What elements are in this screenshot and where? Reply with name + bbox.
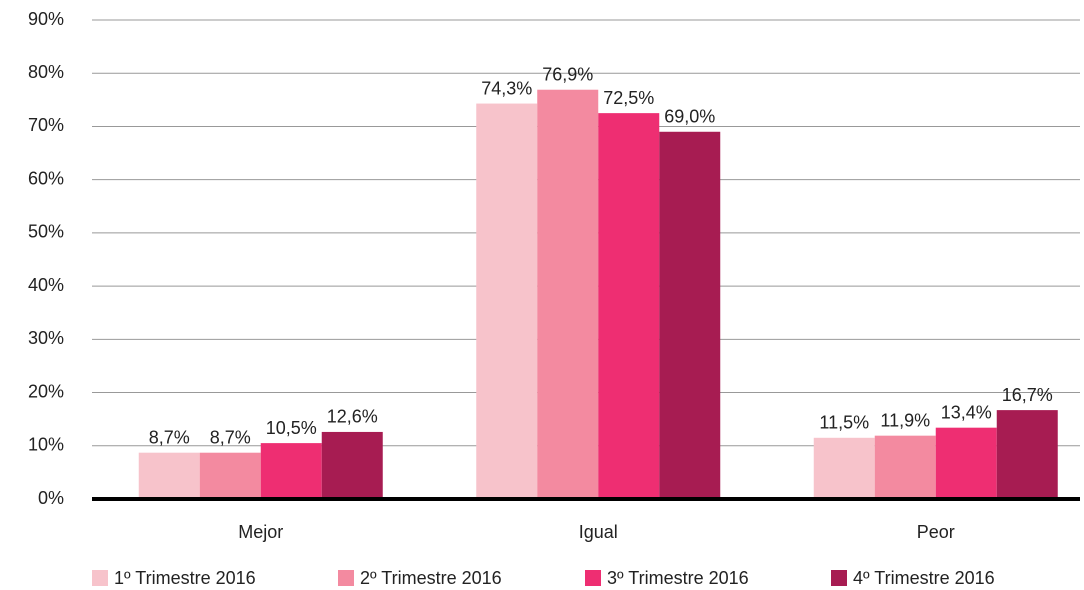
legend-swatch [338, 570, 354, 586]
y-tick-label: 70% [28, 115, 64, 135]
bar [813, 437, 875, 499]
bar [537, 89, 599, 500]
bar [260, 443, 322, 499]
value-label: 76,9% [542, 64, 593, 84]
legend-label: 4º Trimestre 2016 [853, 568, 995, 588]
bar [321, 431, 383, 499]
bar [598, 113, 660, 499]
bar [199, 452, 261, 499]
y-tick-label: 0% [38, 488, 64, 508]
legend-label: 2º Trimestre 2016 [360, 568, 502, 588]
y-tick-label: 80% [28, 62, 64, 82]
bar [874, 435, 936, 499]
x-tick-label: Peor [917, 522, 955, 542]
bar [138, 452, 200, 499]
y-tick-label: 40% [28, 275, 64, 295]
value-label: 13,4% [941, 402, 992, 422]
legend-swatch [92, 570, 108, 586]
value-label: 11,5% [819, 413, 869, 433]
value-label: 16,7% [1002, 385, 1053, 405]
legend-label: 1º Trimestre 2016 [114, 568, 256, 588]
y-tick-label: 90% [28, 9, 64, 29]
bar [935, 427, 997, 499]
y-tick-label: 20% [28, 381, 64, 401]
bar [996, 410, 1058, 499]
bar [476, 103, 538, 499]
legend-swatch [585, 570, 601, 586]
value-label: 12,6% [327, 407, 378, 427]
legend-swatch [831, 570, 847, 586]
y-tick-label: 30% [28, 328, 64, 348]
x-tick-label: Igual [579, 522, 618, 542]
y-tick-label: 10% [28, 435, 64, 455]
value-label: 72,5% [603, 88, 654, 108]
value-label: 69,0% [664, 107, 715, 127]
value-label: 74,3% [481, 78, 532, 98]
value-label: 10,5% [266, 418, 317, 438]
y-tick-label: 50% [28, 222, 64, 242]
value-label: 11,9% [880, 410, 930, 430]
bar [659, 131, 721, 499]
x-tick-label: Mejor [238, 522, 283, 542]
value-label: 8,7% [149, 427, 190, 447]
value-label: 8,7% [210, 427, 251, 447]
y-tick-label: 60% [28, 168, 64, 188]
legend-label: 3º Trimestre 2016 [607, 568, 749, 588]
